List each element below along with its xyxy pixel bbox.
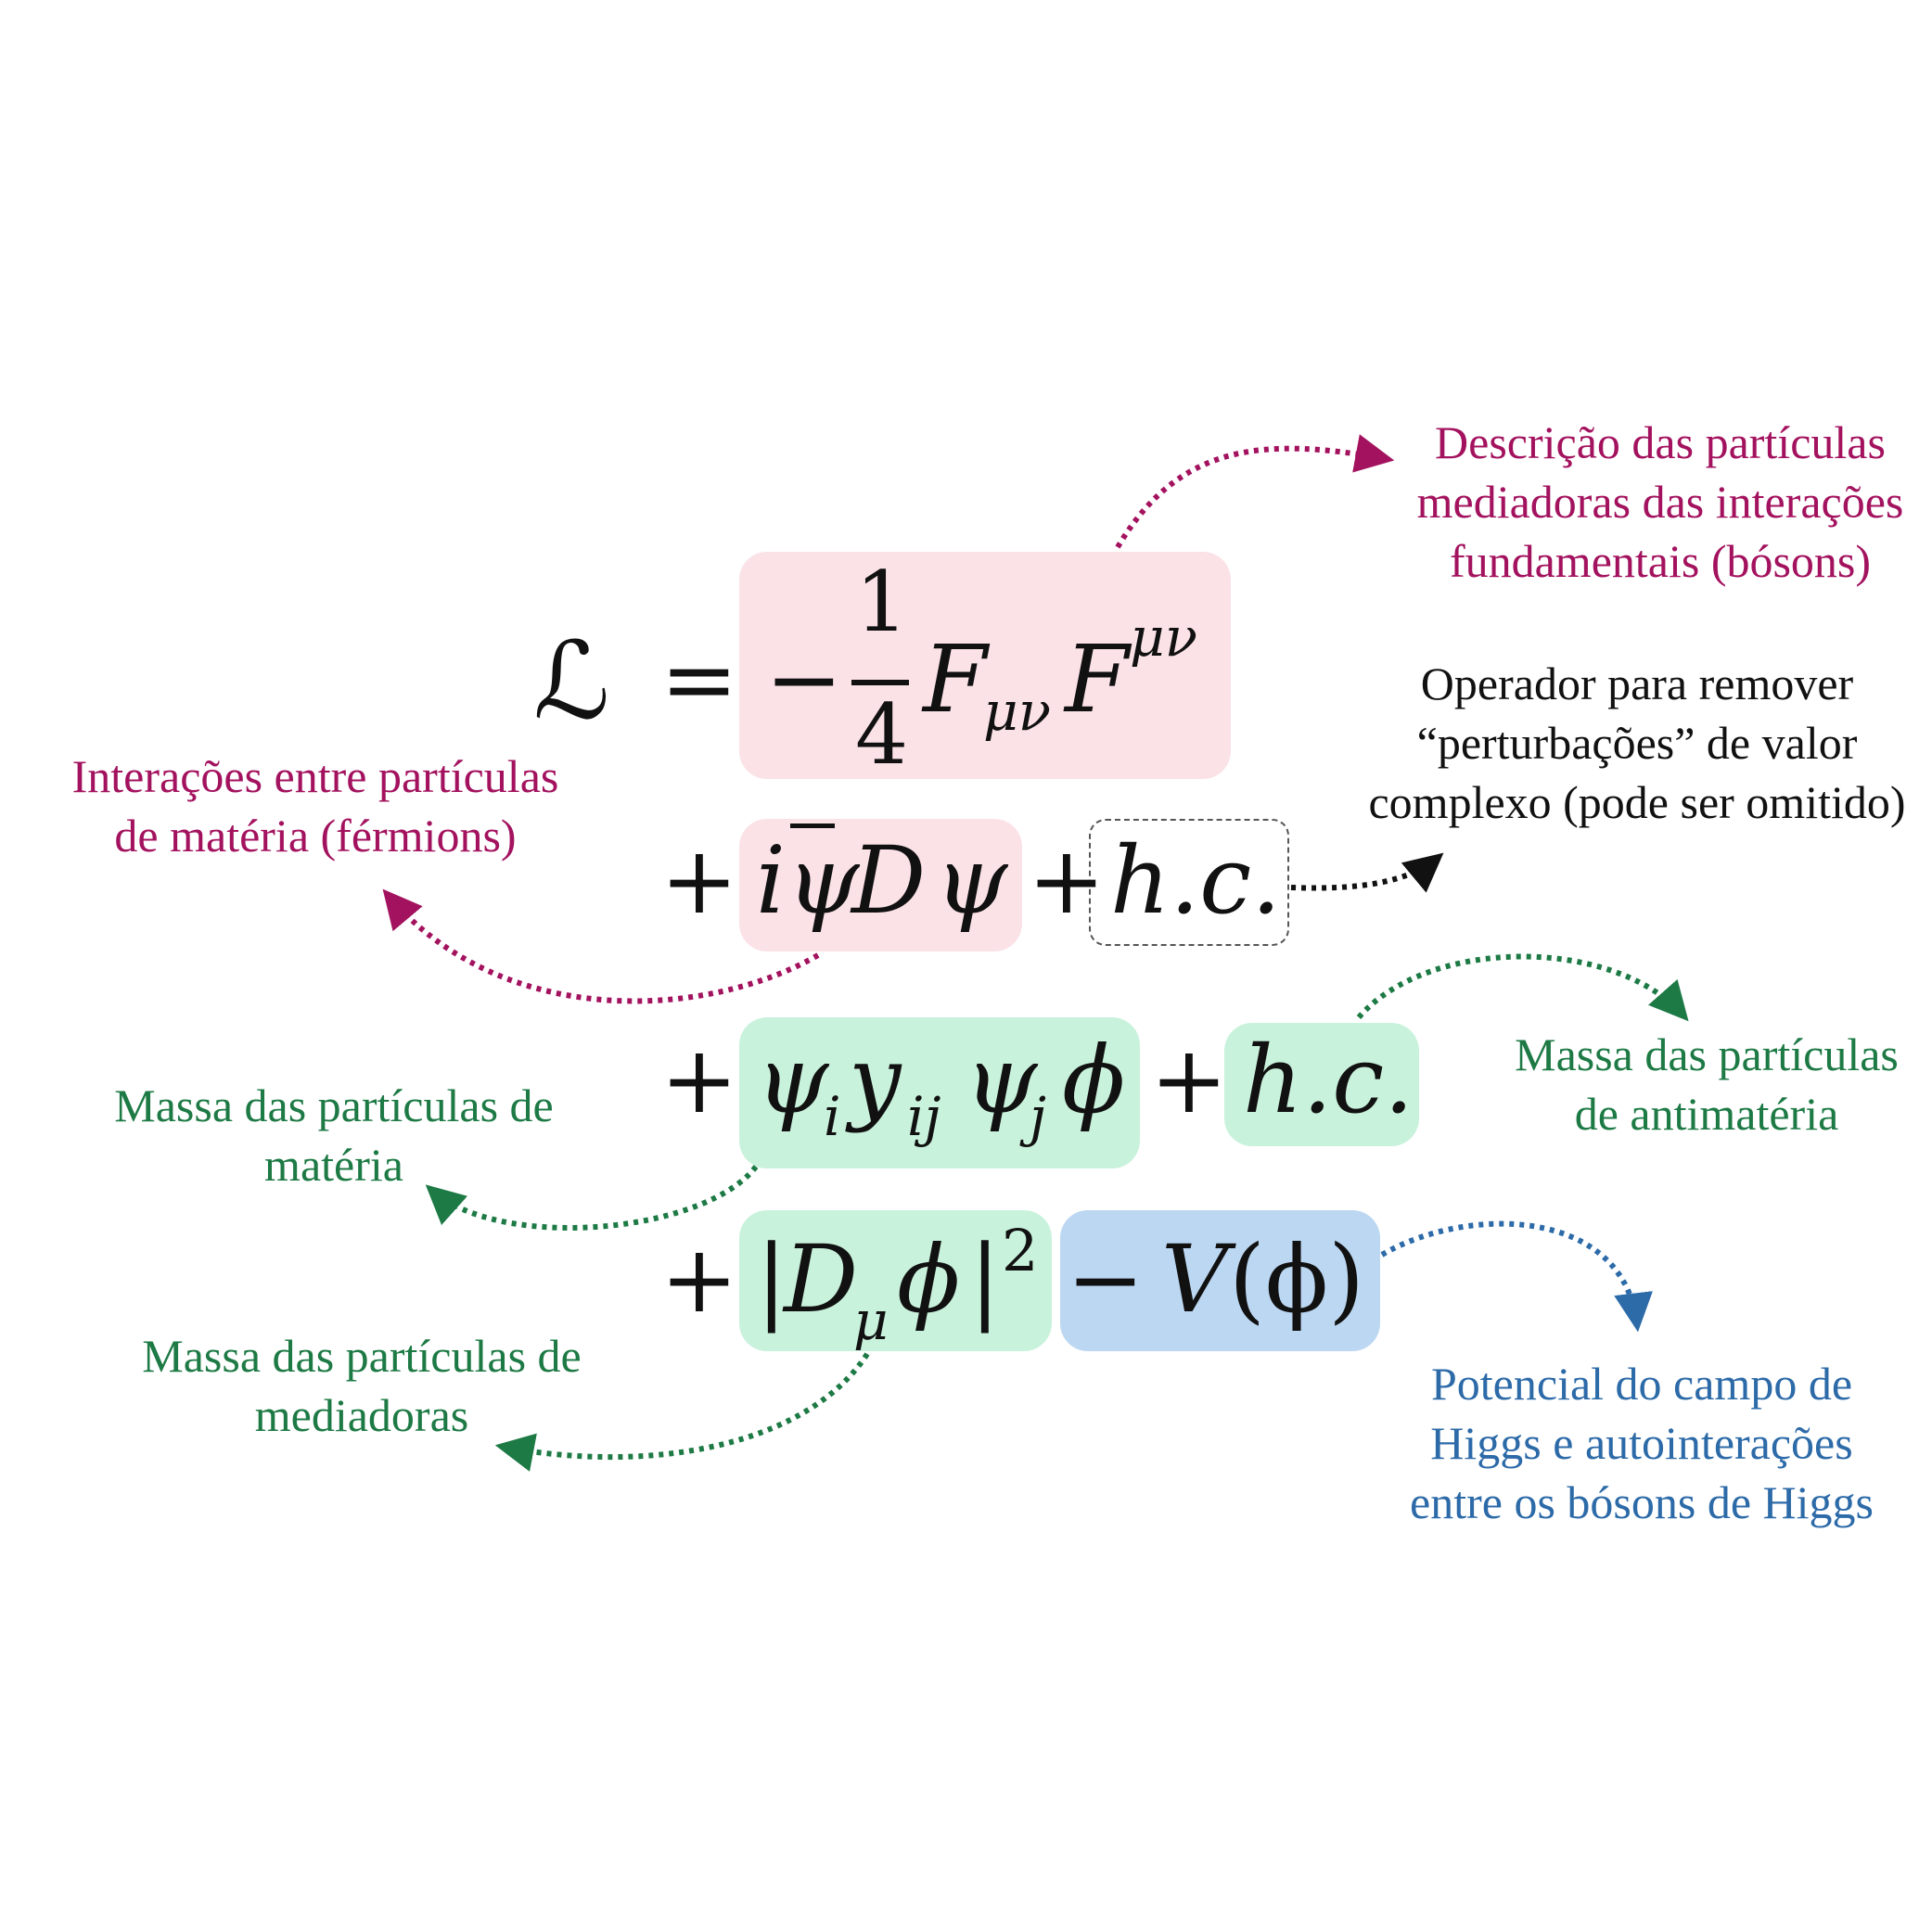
- higgs-mu-index: μ: [853, 1289, 889, 1352]
- higgs-potential-box: [1060, 1210, 1380, 1351]
- field-strength-upper: F: [1065, 625, 1130, 734]
- field-strength-lower-index: μν: [983, 680, 1051, 743]
- hc-operator-box: [1089, 819, 1289, 946]
- yukawa-coupling: y: [849, 1026, 902, 1134]
- yukawa-hc-text: h.c.: [1243, 1026, 1414, 1134]
- gauge-term-box: [739, 552, 1231, 779]
- equals-sign: =: [660, 625, 738, 734]
- yukawa-hc-plus-sign: +: [1150, 1026, 1228, 1134]
- arrow-fermions: [382, 888, 820, 1004]
- yukawa-index-j: j: [1030, 1085, 1046, 1148]
- annotation-antimatter-mass: Massa das partículas de antimatéria: [1515, 1028, 1899, 1140]
- arrow-antimatter-mass: [1356, 953, 1689, 1022]
- arrow-bosons: [1115, 434, 1395, 549]
- annotation-hc-operator: Operador para remover “perturbações” de …: [1368, 658, 1906, 828]
- yukawa-hc-box: [1224, 1023, 1419, 1146]
- psibar-overline: [790, 824, 835, 828]
- annotation-bosons: Descrição das partículas mediadoras das …: [1416, 416, 1904, 587]
- yukawa-index-ij: ij: [907, 1085, 941, 1148]
- higgs-covariant-derivative: D: [784, 1225, 859, 1334]
- higgs-square-exponent: 2: [1002, 1217, 1039, 1284]
- yukawa-term-box: [739, 1017, 1140, 1168]
- gauge-minus-sign: −: [765, 625, 843, 734]
- yukawa-psi-j: ψ: [965, 1026, 1038, 1134]
- annotation-fermions: Interações entre partículas de matéria (…: [71, 750, 559, 862]
- hc-plus-sign: +: [1028, 826, 1106, 935]
- lagrangian-symbol: ℒ: [533, 619, 610, 744]
- abs-bar-left: |: [756, 1225, 787, 1334]
- yukawa-index-i: i: [824, 1085, 841, 1148]
- arrow-matter-mass: [425, 1165, 759, 1231]
- annotation-mediator-mass: Massa das partículas de mediadoras: [142, 1330, 582, 1441]
- potential-minus-sign: −: [1067, 1225, 1145, 1334]
- yukawa-plus-sign: +: [660, 1026, 738, 1134]
- dirac-psibar: ψ: [787, 826, 860, 935]
- abs-bar-right: |: [969, 1225, 1001, 1334]
- dirac-i: i: [756, 826, 786, 935]
- fraction-numerator: 1: [855, 554, 909, 651]
- dirac-plus-sign: +: [660, 826, 738, 935]
- fraction-denominator: 4: [855, 686, 909, 784]
- annotation-matter-mass: Massa das partículas de matéria: [114, 1079, 554, 1191]
- yukawa-psi-i: ψ: [756, 1026, 829, 1134]
- higgs-phi: ϕ: [897, 1225, 961, 1334]
- arrow-hc-operator: [1290, 852, 1444, 893]
- higgs-kinetic-box: [739, 1210, 1052, 1351]
- hc-operator-text: h.c.: [1110, 826, 1281, 935]
- dirac-term-box: [739, 819, 1022, 951]
- fraction-bar: [851, 680, 909, 685]
- higgs-plus-sign: +: [660, 1225, 738, 1334]
- arrow-higgs-potential: [1380, 1220, 1653, 1333]
- annotation-higgs-potential: Potencial do campo de Higgs e autointera…: [1410, 1358, 1874, 1528]
- field-strength-upper-index: μν: [1130, 606, 1197, 669]
- dirac-psi: ψ: [935, 826, 1008, 935]
- field-strength-lower: F: [923, 625, 988, 734]
- potential-argument: (ϕ): [1229, 1225, 1365, 1334]
- potential-V: V: [1161, 1225, 1229, 1334]
- dirac-covariant-derivative: D: [851, 826, 927, 935]
- yukawa-phi: ϕ: [1062, 1026, 1126, 1134]
